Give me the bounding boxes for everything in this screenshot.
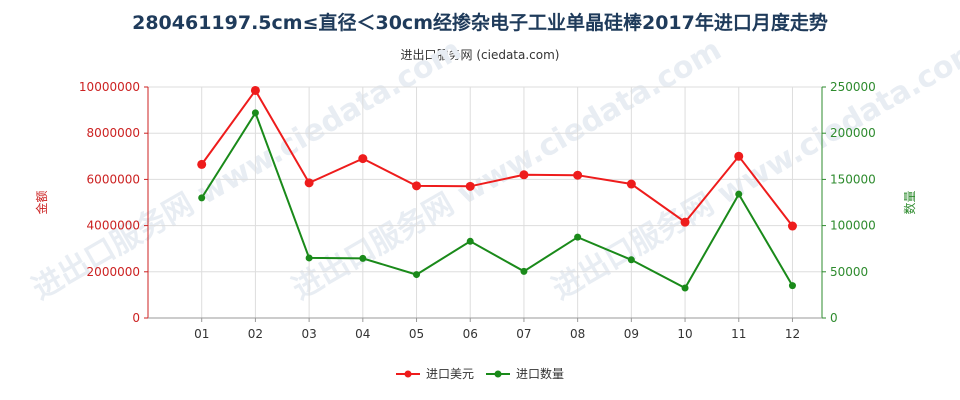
usd-data-point <box>680 217 690 227</box>
usd-legend-marker <box>404 370 412 378</box>
qty-data-point <box>788 282 796 290</box>
watermark-text: 进出口服务网 www.ciedata.com <box>547 32 960 307</box>
x-axis-tick-label: 06 <box>463 327 478 341</box>
x-axis-tick-label: 07 <box>516 327 531 341</box>
right-axis-tick-label: 0 <box>830 311 838 325</box>
qty-data-point <box>305 254 313 262</box>
x-axis-tick-label: 12 <box>785 327 800 341</box>
x-axis-tick-label: 01 <box>194 327 209 341</box>
left-axis-tick-label: 6000000 <box>87 172 140 186</box>
usd-data-point <box>787 221 797 231</box>
x-axis-tick-label: 09 <box>624 327 639 341</box>
usd-data-point <box>358 154 368 164</box>
x-axis-tick-label: 11 <box>731 327 746 341</box>
right-axis-tick-label: 200000 <box>830 126 876 140</box>
qty-data-point <box>466 237 474 245</box>
x-axis-tick-label: 10 <box>677 327 692 341</box>
x-axis-tick-label: 08 <box>570 327 585 341</box>
x-axis-tick-label: 04 <box>355 327 370 341</box>
usd-data-point <box>734 151 744 161</box>
usd-legend-label: 进口美元 <box>426 367 474 381</box>
qty-data-point <box>735 190 743 198</box>
right-axis-tick-label: 150000 <box>830 172 876 186</box>
usd-series-line <box>200 88 794 227</box>
qty-series-line <box>200 110 794 290</box>
x-axis-tick-label: 03 <box>301 327 316 341</box>
usd-data-point <box>197 159 207 169</box>
qty-legend-marker <box>494 370 502 378</box>
left-axis-tick-label: 10000000 <box>79 80 140 94</box>
usd-data-point <box>304 178 314 188</box>
qty-data-point <box>520 267 528 275</box>
x-axis-tick-label: 02 <box>248 327 263 341</box>
left-axis-tick-label: 2000000 <box>87 265 140 279</box>
right-axis-tick-label: 100000 <box>830 219 876 233</box>
series-layer <box>197 85 797 292</box>
left-axis-tick-label: 0 <box>132 311 140 325</box>
usd-data-point <box>573 170 583 180</box>
right-axis-tick-label: 250000 <box>830 80 876 94</box>
grid-lines <box>148 86 822 319</box>
page-subtitle: 进出口服务网 (ciedata.com) <box>400 48 560 62</box>
usd-data-point <box>250 85 260 95</box>
page-title: 280461197.5cm≤直径＜30cm经掺杂电子工业单晶硅棒2017年进口月… <box>132 12 828 34</box>
qty-data-point <box>574 233 582 241</box>
legend: 进口美元 进口数量 <box>396 366 564 381</box>
qty-data-point <box>251 109 259 117</box>
axes: 0 0 2000000 50000 4000000 100000 6000000 150000… <box>34 80 917 341</box>
qty-data-point <box>681 284 689 292</box>
qty-data-point <box>413 271 421 279</box>
right-axis-title: 数量 <box>902 190 917 214</box>
qty-data-point <box>198 194 206 202</box>
qty-legend-label: 进口数量 <box>516 366 564 381</box>
usd-data-point <box>412 181 422 191</box>
usd-data-point <box>626 179 636 189</box>
qty-data-point <box>359 254 367 262</box>
usd-data-point <box>465 181 475 191</box>
qty-data-point <box>627 256 635 264</box>
x-axis-tick-label: 05 <box>409 327 424 341</box>
left-axis-tick-label: 4000000 <box>87 219 140 233</box>
right-axis-tick-label: 50000 <box>830 265 868 279</box>
usd-data-point <box>519 170 529 180</box>
left-axis-title: 金额 <box>34 190 49 214</box>
left-axis-tick-label: 8000000 <box>87 126 140 140</box>
watermark-text: 进出口服务网 www.ciedata.com <box>287 32 728 307</box>
